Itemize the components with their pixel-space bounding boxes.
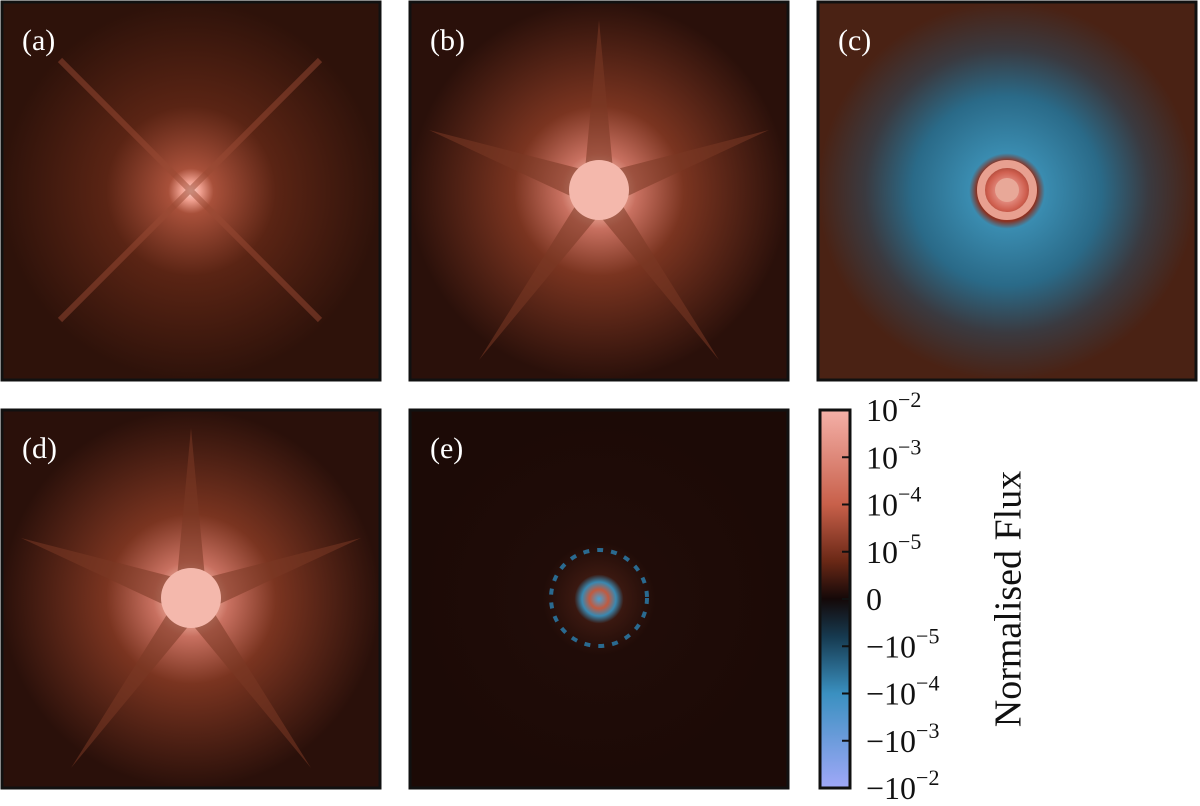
panel-b [408,0,790,382]
colorbar-label: Normalised Flux [988,471,1030,727]
colorbar-tick-label: −10−5 [866,623,939,664]
tick-base: 10 [866,534,898,570]
panel-label: (c) [838,24,871,57]
panel-label: (d) [22,432,57,465]
panel-label: (e) [430,432,463,465]
tick-base: −10 [866,676,916,712]
panel-label: (b) [430,24,465,57]
tick-exponent: −4 [898,482,921,507]
tick-base: 10 [866,487,898,523]
tick-exponent: −3 [916,718,939,743]
colorbar-tick-label: −10−2 [866,765,939,801]
tick-base: −10 [866,770,916,801]
colorbar-tick-label: 10−2 [866,387,921,428]
tick-exponent: −5 [916,623,939,648]
tick-base: −10 [866,723,916,759]
panel-label: (a) [22,24,55,57]
colorbar-tick-label: −10−3 [866,718,939,759]
panel-a [0,0,382,382]
tick-base: −10 [866,628,916,664]
tick-exponent: −3 [898,434,921,459]
tick-exponent: −2 [898,387,921,412]
panel-d [0,408,382,790]
tick-base: 10 [866,439,898,475]
panel-e [408,408,790,790]
tick-base: 10 [866,392,898,428]
colorbar-tick-label: 10−4 [866,482,921,523]
colorbar-tick-label: 0 [866,581,882,617]
panel-c [816,0,1198,382]
tick-base: 0 [866,581,882,617]
colorbar-tick-label: 10−5 [866,529,921,570]
colorbar-tick-label: −10−4 [866,671,939,712]
tick-exponent: −5 [898,529,921,554]
tick-exponent: −4 [916,671,939,696]
colorbar-tick-label: 10−3 [866,434,921,475]
tick-exponent: −2 [916,765,939,790]
